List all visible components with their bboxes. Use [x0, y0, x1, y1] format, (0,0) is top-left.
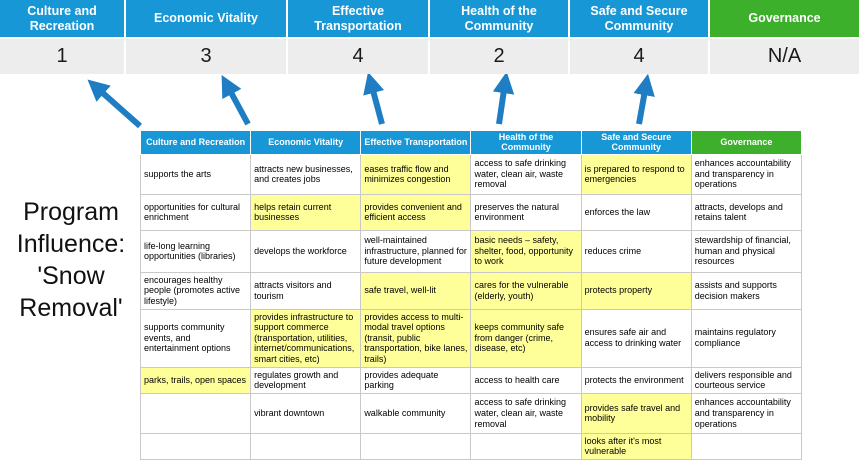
summary-band: Culture and Recreation Economic Vitality E…: [0, 0, 859, 74]
matrix-row: supports community events, and entertain…: [139, 308, 803, 368]
matrix-cell-blank: [360, 432, 472, 461]
matrix-header-culture-and-recreation: Culture and Recreation: [139, 130, 252, 155]
matrix-cell-blank: [139, 392, 252, 434]
summary-header-row: Culture and Recreation Economic Vitality E…: [0, 0, 859, 37]
summary-header-health-of-the-community: Health of the Community: [430, 0, 570, 37]
matrix-header-economic-vitality: Economic Vitality: [250, 130, 362, 155]
score-health-of-the-community: 2: [430, 39, 570, 74]
matrix-header-effective-transportation: Effective Transportation: [360, 130, 472, 155]
matrix-cell-provides-convenient-and-efficient-access: provides convenient and efficient access: [360, 193, 472, 231]
matrix-cell-attracts-develops-and-retains-talent: attracts, develops and retains talent: [690, 193, 803, 231]
matrix-cell-maintains-regulatory-compliance: maintains regulatory compliance: [690, 308, 803, 368]
score-governance: N/A: [767, 45, 802, 67]
matrix-row: vibrant downtown walkable community access…: [139, 392, 803, 434]
summary-header-effective-transportation: Effective Transportation: [288, 0, 430, 37]
matrix-cell-provides-adequate-parking: provides adequate parking: [360, 366, 472, 394]
summary-header-economic-vitality: Economic Vitality: [126, 0, 288, 37]
matrix-cell-walkable-community: walkable community: [360, 392, 472, 434]
matrix-cell-cares-for-the-vulnerable-elderly-youth: cares for the vulnerable (elderly, youth…: [470, 271, 582, 310]
matrix-cell-provides-infrastructure-to-support-commerce-transportation-utilities-internet-communications-smart-cities-etc: provides infrastructure to support comme…: [250, 308, 362, 368]
summary-header-safe-and-secure-community: Safe and Secure Community: [570, 0, 710, 37]
matrix-cell-eases-traffic-flow-and-minimizes-congestion: eases traffic flow and minimizes congest…: [360, 153, 472, 195]
matrix-cell-enhances-accountability-and-transparency-in-operations: enhances accountability and transparency…: [690, 153, 803, 195]
matrix-cell-access-to-safe-drinking-water-clean-air-waste-removal: access to safe drinking water, clean air…: [470, 392, 582, 434]
matrix-cell-helps-retain-current-businesses: helps retain current businesses: [250, 193, 362, 231]
matrix-row: opportunities for cultural enrichment hel…: [139, 193, 803, 231]
matrix-cell-enhances-accountability-and-transparency-in-operations: enhances accountability and transparency…: [690, 392, 803, 434]
matrix-row: encourages healthy people (promotes acti…: [139, 271, 803, 310]
matrix-cell-supports-the-arts: supports the arts: [139, 153, 252, 195]
matrix-cell-protects-property: protects property: [580, 271, 692, 310]
matrix-cell-vibrant-downtown: vibrant downtown: [250, 392, 362, 434]
up-arrow-safe: [633, 74, 655, 125]
matrix-cell-well-maintained-infrastructure-planned-for-future-development: well-maintained infrastructure, planned …: [360, 229, 472, 273]
program-title-line: Influence:: [16, 230, 126, 258]
program-title: Program Influence: 'Snow Removal': [0, 196, 142, 324]
matrix-cell-parks-trails-open-spaces: parks, trails, open spaces: [139, 366, 252, 394]
matrix-cell-provides-access-to-multi-modal-travel-options-transit-public-transportation-bike-lanes-trails: provides access to multi-modal travel op…: [360, 308, 472, 368]
matrix-cell-preserves-the-natural-environment: preserves the natural environment: [470, 193, 582, 231]
matrix-cell-attracts-new-businesses-and-creates-jobs: attracts new businesses, and creates job…: [250, 153, 362, 195]
matrix-cell-blank: [250, 432, 362, 461]
matrix-cell-looks-after-it-s-most-vulnerable: looks after it's most vulnerable: [580, 432, 692, 461]
score-economic-vitality: 3: [126, 39, 288, 74]
matrix-cell-develops-the-workforce: develops the workforce: [250, 229, 362, 273]
program-title-line: Program: [23, 198, 119, 226]
matrix-cell-basic-needs-safety-shelter-food-opportunity-to-work: basic needs – safety, shelter, food, opp…: [470, 229, 582, 273]
matrix-header-governance: Governance: [690, 130, 803, 155]
matrix-cell-regulates-growth-and-development: regulates growth and development: [250, 366, 362, 394]
up-arrow-culture: [87, 79, 142, 129]
matrix-header-row: Culture and Recreation Economic Vitality E…: [139, 130, 803, 155]
matrix-row: supports the arts attracts new businesses…: [139, 153, 803, 195]
score-effective-transportation: 4: [288, 39, 430, 74]
matrix-cell-keeps-community-safe-from-danger-crime-disease-etc: keeps community safe from danger (crime,…: [470, 308, 582, 368]
matrix-header-health-of-the-community: Health of the Community: [470, 130, 582, 155]
matrix-cell-encourages-healthy-people-promotes-active-lifestyle: encourages healthy people (promotes acti…: [139, 271, 252, 310]
matrix-cell-blank: [139, 432, 252, 461]
program-title-line: Removal': [19, 294, 123, 322]
matrix-cell-supports-community-events-and-entertainment-options: supports community events, and entertain…: [139, 308, 252, 368]
summary-header-governance: Governance: [710, 0, 859, 37]
up-arrow-economic: [221, 74, 251, 126]
matrix-cell-assists-and-supports-decision-makers: assists and supports decision makers: [690, 271, 803, 310]
matrix-cell-attracts-visitors-and-tourism: attracts visitors and tourism: [250, 271, 362, 310]
matrix-cell-provides-safe-travel-and-mobility: provides safe travel and mobility: [580, 392, 692, 434]
matrix-header-safe-and-secure-community: Safe and Secure Community: [580, 130, 692, 155]
matrix-cell-delivers-responsible-and-courteous-service: delivers responsible and courteous servi…: [690, 366, 803, 394]
influence-matrix: Culture and Recreation Economic Vitality E…: [139, 130, 803, 461]
matrix-cell-ensures-safe-air-and-access-to-drinking-water: ensures safe air and access to drinking …: [580, 308, 692, 368]
matrix-cell-access-to-health-care: access to health care: [470, 366, 582, 394]
matrix-cell-opportunities-for-cultural-enrichment: opportunities for cultural enrichment: [139, 193, 252, 231]
matrix-cell-life-long-learning-opportunities-libraries: life-long learning opportunities (librar…: [139, 229, 252, 273]
arrows-layer: [87, 74, 655, 129]
matrix-cell-enforces-the-law: enforces the law: [580, 193, 692, 231]
summary-header-culture-and-recreation: Culture and Recreation: [0, 0, 126, 37]
score-safe-and-secure-community: 4: [570, 39, 710, 74]
summary-score-row: 1 3 4 2 4 N/A: [0, 37, 859, 74]
matrix-cell-protects-the-environment: protects the environment: [580, 366, 692, 394]
score-culture-and-recreation: 1: [0, 39, 126, 74]
matrix-header: Culture and Recreation Economic Vitality E…: [139, 130, 803, 155]
matrix-cell-stewardship-of-financial-human-and-physical-resources: stewardship of financial, human and phys…: [690, 229, 803, 273]
program-title-line: 'Snow: [37, 262, 105, 290]
matrix-cell-blank: [690, 432, 803, 461]
matrix-cell-is-prepared-to-respond-to-emergencies: is prepared to respond to emergencies: [580, 153, 692, 195]
matrix-cell-blank: [470, 432, 582, 461]
up-arrow-transportation: [363, 74, 385, 125]
matrix-row: looks after it's most vulnerable: [139, 432, 803, 461]
matrix-cell-reduces-crime: reduces crime: [580, 229, 692, 273]
matrix-row: parks, trails, open spaces regulates grow…: [139, 366, 803, 394]
matrix-cell-safe-travel-well-lit: safe travel, well-lit: [360, 271, 472, 310]
matrix-cell-access-to-safe-drinking-water-clean-air-waste-removal: access to safe drinking water, clean air…: [470, 153, 582, 195]
matrix-body: supports the arts attracts new businesses…: [139, 153, 803, 461]
matrix-row: life-long learning opportunities (librar…: [139, 229, 803, 273]
up-arrow-health: [492, 74, 515, 125]
